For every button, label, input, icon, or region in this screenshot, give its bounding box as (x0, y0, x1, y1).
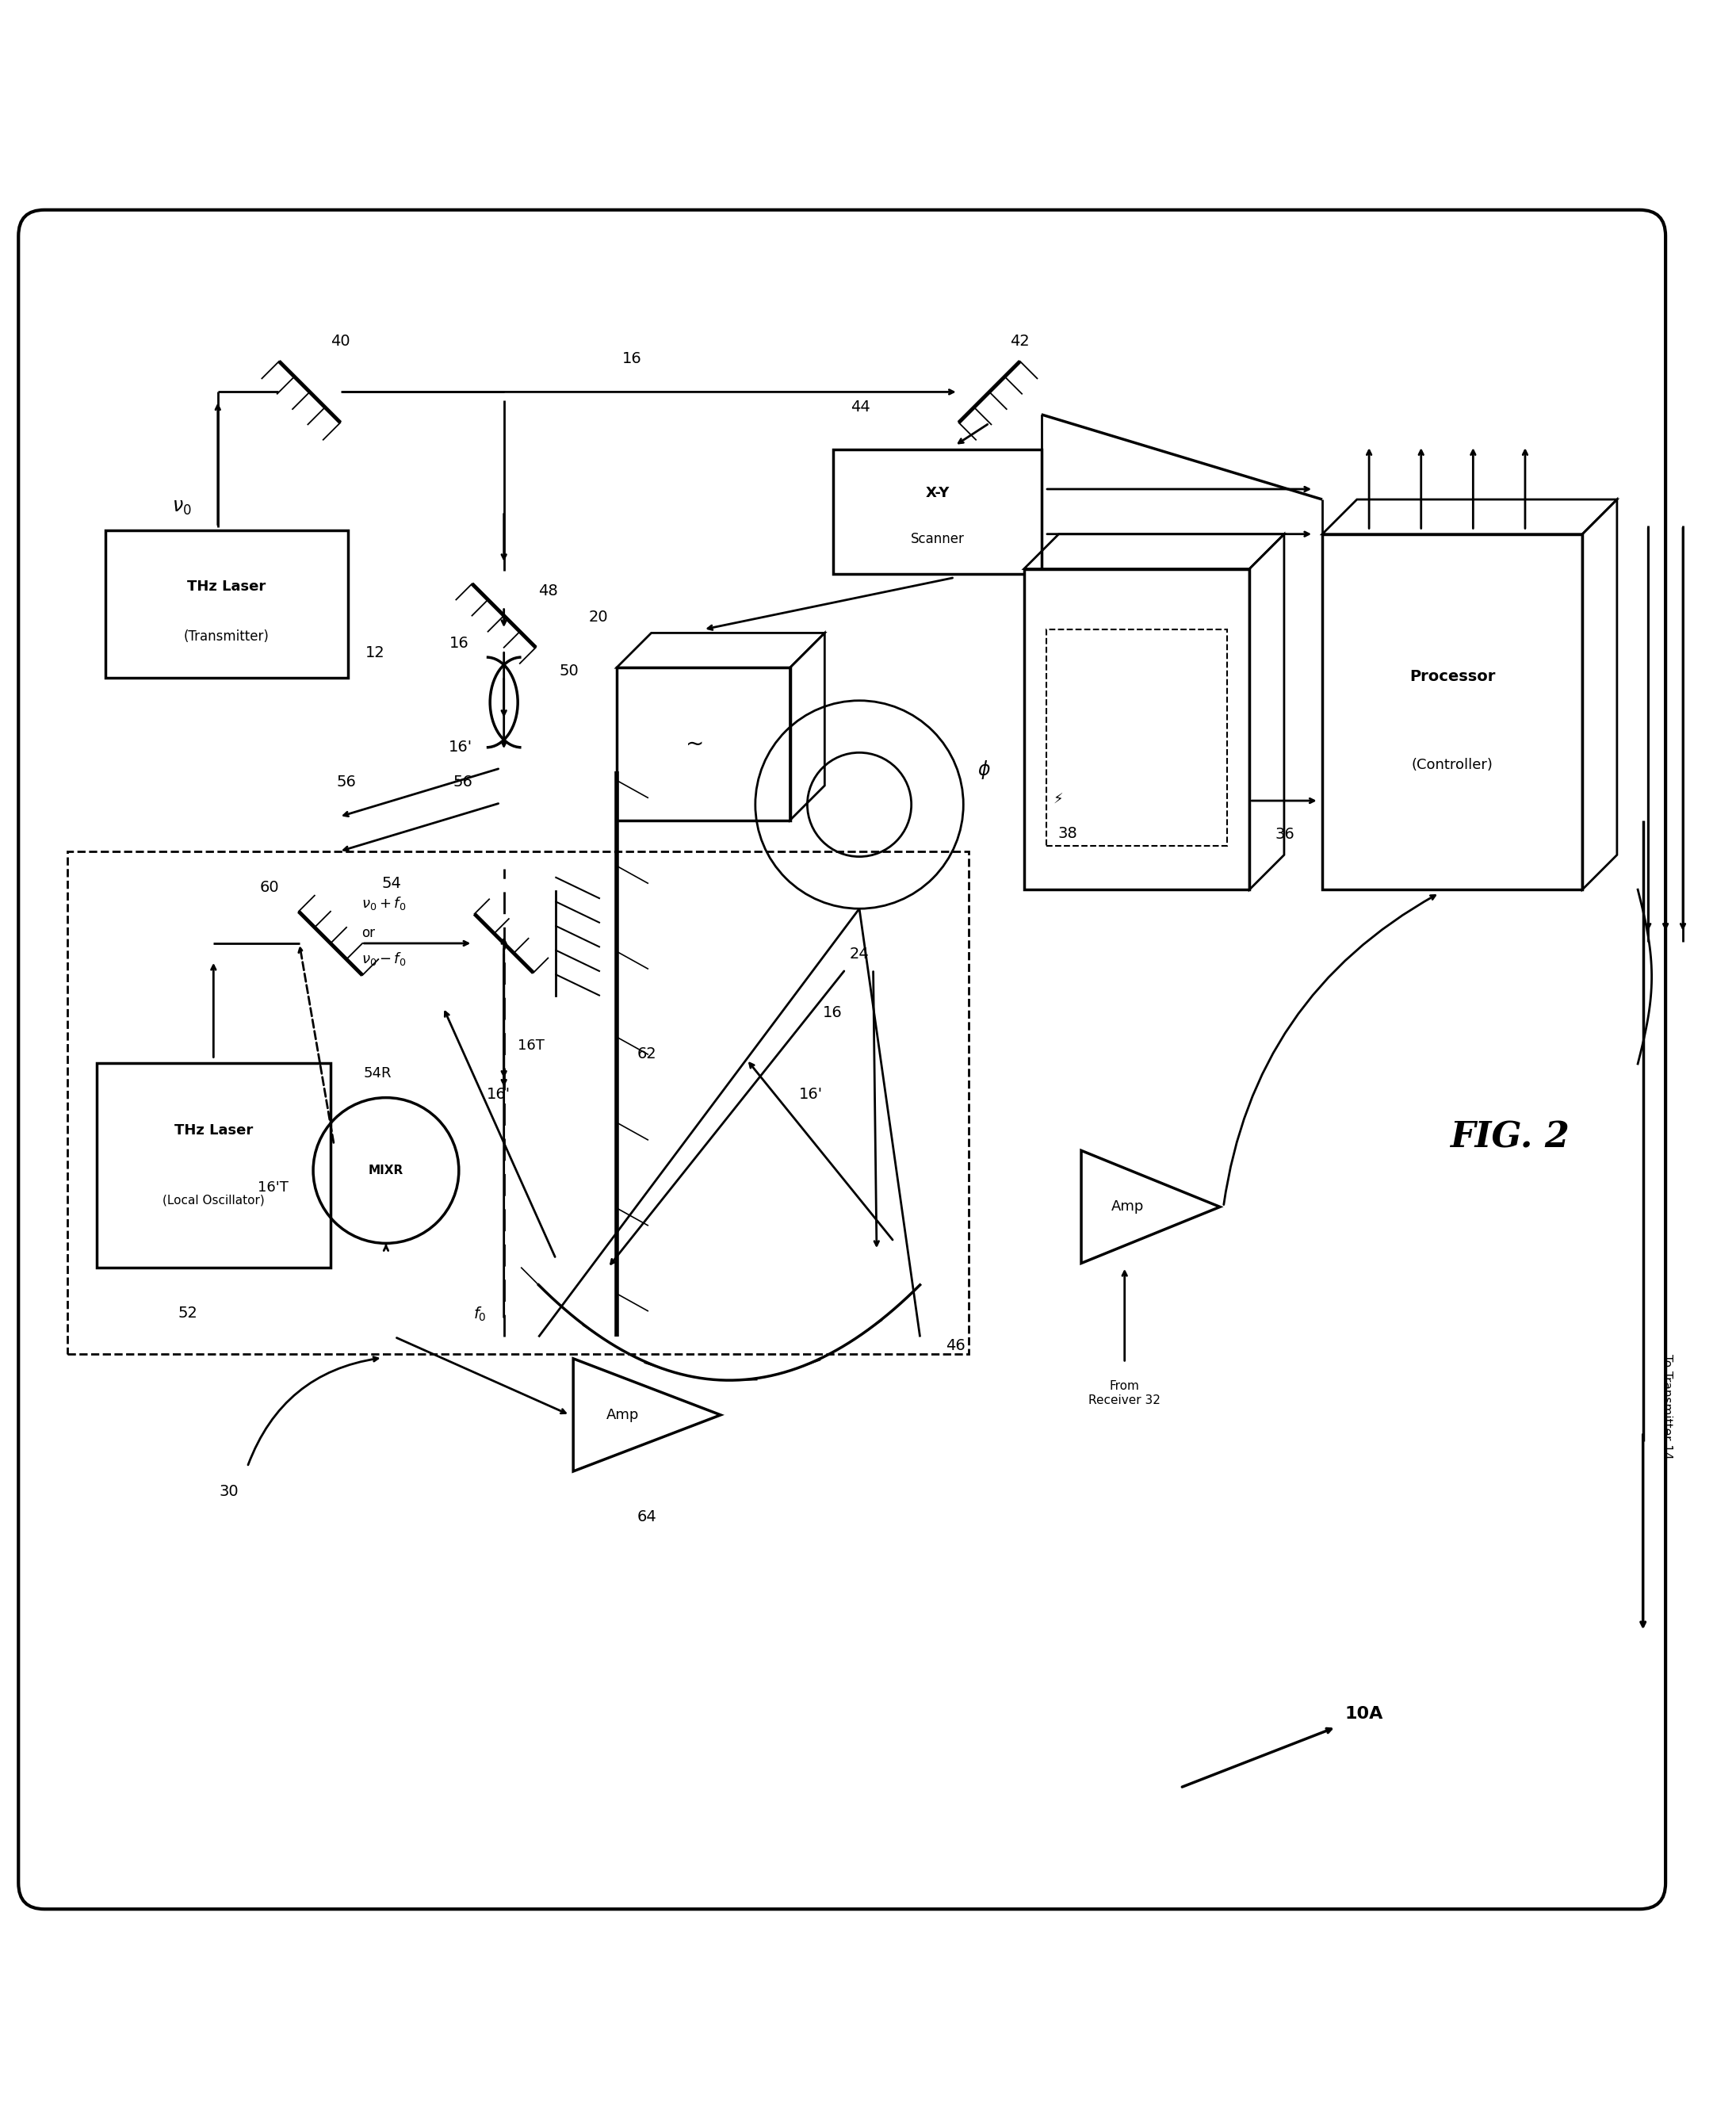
Text: 16: 16 (623, 352, 642, 367)
Text: THz Laser: THz Laser (187, 578, 266, 593)
Text: From
Receiver 32: From Receiver 32 (1088, 1379, 1161, 1407)
Text: Scanner: Scanner (910, 532, 963, 547)
Text: 44: 44 (851, 398, 870, 415)
Bar (1323, 534, 1581, 890)
Text: Amp: Amp (1111, 1199, 1144, 1214)
Text: 16': 16' (799, 1087, 823, 1102)
Text: $\nu_0 - f_0$: $\nu_0 - f_0$ (361, 951, 406, 966)
Text: MIXR: MIXR (368, 1165, 403, 1176)
Bar (1047, 629, 1227, 845)
Text: THz Laser: THz Laser (174, 1123, 253, 1138)
Text: 10A: 10A (1345, 1706, 1384, 1723)
Text: Processor: Processor (1410, 670, 1495, 684)
Text: ⚡: ⚡ (1052, 793, 1062, 807)
Text: $\nu_0 + f_0$: $\nu_0 + f_0$ (361, 894, 406, 911)
Text: 42: 42 (1010, 333, 1029, 350)
Text: 46: 46 (946, 1337, 965, 1354)
Text: 56: 56 (453, 776, 472, 790)
Text: Amp: Amp (606, 1407, 639, 1422)
Text: 48: 48 (538, 583, 559, 598)
Text: (Transmitter): (Transmitter) (184, 629, 269, 644)
Text: 16T: 16T (517, 1038, 545, 1053)
Text: 30: 30 (219, 1483, 240, 1500)
FancyBboxPatch shape (19, 210, 1665, 1909)
Text: 24: 24 (849, 947, 870, 962)
Text: 54: 54 (382, 877, 401, 892)
Text: To Transmitter 14: To Transmitter 14 (1660, 1354, 1672, 1458)
Text: $f_0$: $f_0$ (474, 1305, 486, 1322)
Text: $\nu_0$: $\nu_0$ (172, 498, 191, 517)
Text: 60: 60 (260, 879, 279, 894)
Bar (106, 530, 347, 678)
Text: $\phi$: $\phi$ (977, 759, 991, 782)
Text: ~: ~ (686, 733, 703, 754)
Text: (Local Oscillator): (Local Oscillator) (163, 1195, 264, 1206)
Text: 56: 56 (337, 776, 356, 790)
Text: 36: 36 (1276, 826, 1295, 841)
Text: 16': 16' (450, 740, 472, 754)
Bar (616, 667, 790, 820)
Bar (68, 852, 969, 1354)
Text: 50: 50 (559, 663, 580, 678)
Text: 16': 16' (486, 1087, 510, 1102)
Text: 52: 52 (177, 1305, 198, 1320)
Text: 16'T: 16'T (259, 1180, 288, 1195)
Text: 64: 64 (637, 1509, 656, 1524)
Text: 12: 12 (365, 646, 385, 661)
Text: (Controller): (Controller) (1411, 759, 1493, 771)
Bar (97, 1064, 330, 1267)
Text: 54R: 54R (363, 1066, 391, 1081)
Text: X-Y: X-Y (925, 485, 950, 500)
Text: 38: 38 (1057, 826, 1078, 841)
Text: or: or (361, 926, 375, 941)
Text: 40: 40 (330, 333, 351, 350)
Bar (833, 449, 1042, 574)
Text: 20: 20 (589, 610, 608, 625)
Text: FIG. 2: FIG. 2 (1450, 1121, 1569, 1155)
Text: 16: 16 (823, 1004, 842, 1019)
Text: 16: 16 (450, 636, 469, 651)
Bar (1024, 568, 1250, 890)
Text: 62: 62 (637, 1047, 656, 1062)
